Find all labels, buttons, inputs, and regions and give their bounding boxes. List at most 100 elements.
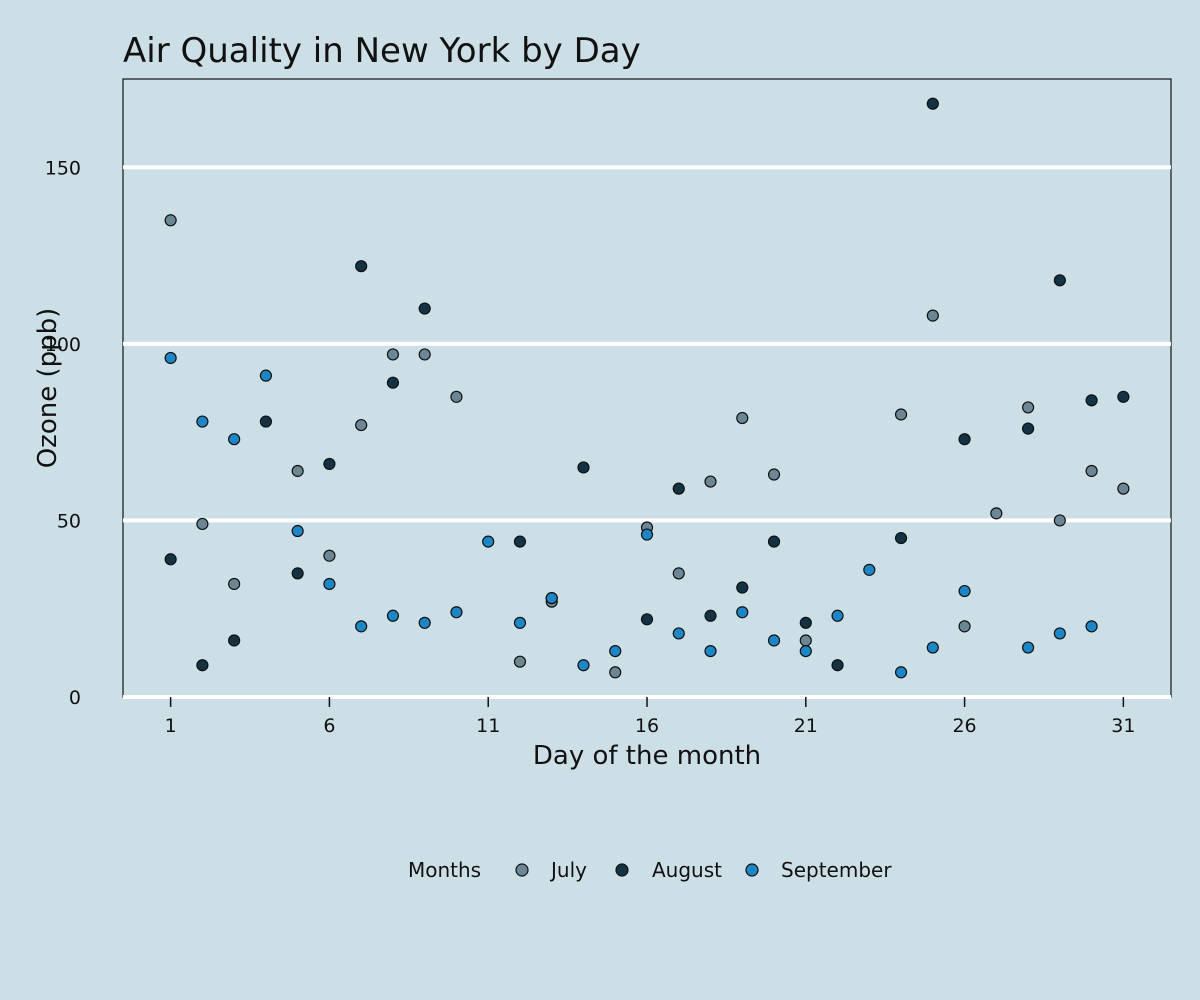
- data-point-august: [386, 376, 400, 389]
- series-august: [164, 97, 1130, 672]
- data-point-july: [926, 309, 939, 322]
- data-point-september: [1021, 641, 1035, 654]
- data-point-july: [323, 549, 336, 562]
- data-point-july: [386, 348, 400, 361]
- data-point-august: [1053, 274, 1066, 287]
- legend: Months July August September: [408, 858, 892, 882]
- data-point-september: [1085, 620, 1098, 633]
- data-point-august: [640, 613, 654, 626]
- data-point-september: [926, 641, 939, 654]
- y-tick-label: 50: [57, 510, 81, 532]
- x-tick-label: 16: [635, 715, 659, 737]
- data-point-september: [767, 634, 781, 647]
- data-point-august: [672, 482, 685, 495]
- legend-label-july: July: [549, 858, 587, 882]
- data-point-august: [577, 461, 590, 474]
- data-point-august: [736, 581, 749, 594]
- data-point-august: [894, 531, 908, 545]
- data-point-september: [259, 369, 273, 382]
- legend-title: Months: [408, 858, 481, 882]
- chart-title: Air Quality in New York by Day: [123, 31, 641, 71]
- x-axis-title: Day of the month: [533, 741, 761, 771]
- y-axis-ticks: 0 50 100 150: [45, 157, 81, 709]
- data-point-july: [228, 577, 241, 591]
- data-point-july: [1085, 464, 1098, 478]
- data-point-july: [894, 408, 908, 421]
- data-point-september: [323, 577, 336, 591]
- data-point-august: [831, 659, 844, 672]
- x-tick-label: 6: [323, 715, 335, 737]
- data-point-august: [513, 535, 527, 548]
- series-september: [164, 351, 1098, 679]
- plot-panel-border: [122, 78, 1172, 698]
- data-point-july: [767, 468, 781, 481]
- legend-key-august: [615, 863, 629, 877]
- x-tick-label: 26: [952, 715, 976, 737]
- data-point-september: [545, 592, 558, 605]
- data-point-september: [291, 524, 304, 538]
- data-point-august: [1085, 394, 1098, 407]
- data-point-july: [1117, 482, 1130, 495]
- legend-key-september: [745, 863, 759, 877]
- data-point-august: [291, 567, 304, 580]
- data-point-july: [704, 475, 717, 488]
- legend-label-september: September: [781, 858, 892, 882]
- data-point-july: [164, 214, 177, 227]
- data-point-september: [799, 644, 812, 658]
- data-point-july: [513, 655, 527, 668]
- data-point-august: [228, 634, 241, 647]
- data-point-july: [736, 411, 749, 425]
- data-points: [164, 97, 1130, 679]
- data-point-september: [736, 606, 749, 619]
- data-point-september: [640, 528, 654, 541]
- data-point-september: [863, 563, 876, 576]
- data-point-september: [958, 584, 971, 598]
- data-point-july: [291, 464, 304, 478]
- data-point-august: [958, 433, 971, 446]
- series-july: [164, 214, 1130, 679]
- legend-label-august: August: [652, 858, 722, 882]
- data-point-july: [1021, 401, 1035, 414]
- data-point-july: [990, 507, 1003, 520]
- data-point-july: [355, 418, 368, 432]
- data-point-september: [450, 606, 463, 619]
- x-tick-label: 1: [165, 715, 177, 737]
- data-point-july: [672, 567, 685, 580]
- data-point-august: [259, 415, 273, 428]
- data-point-july: [958, 620, 971, 633]
- x-axis-ticks: 1 6 11 16 21 26 31: [165, 697, 1135, 737]
- data-point-september: [418, 616, 431, 629]
- data-point-august: [767, 535, 781, 548]
- data-point-september: [355, 620, 368, 633]
- data-point-september: [482, 535, 495, 548]
- legend-key-july: [515, 863, 529, 877]
- y-tick-label: 0: [69, 687, 81, 709]
- data-point-september: [831, 609, 844, 622]
- data-point-july: [450, 390, 463, 403]
- x-tick-label: 21: [794, 715, 818, 737]
- data-point-september: [609, 644, 622, 658]
- data-point-august: [704, 609, 717, 622]
- data-point-july: [609, 666, 622, 679]
- data-point-july: [418, 348, 431, 361]
- data-point-august: [418, 302, 431, 315]
- data-point-july: [1053, 514, 1066, 527]
- data-point-september: [1053, 627, 1066, 640]
- x-tick-label: 31: [1111, 715, 1135, 737]
- data-point-september: [672, 627, 685, 640]
- x-tick-label: 11: [476, 715, 500, 737]
- data-point-august: [1117, 390, 1130, 403]
- data-point-september: [513, 616, 527, 629]
- data-point-september: [386, 609, 400, 622]
- data-point-september: [228, 433, 241, 446]
- y-tick-label: 150: [45, 157, 81, 179]
- data-point-august: [323, 457, 336, 471]
- data-point-september: [704, 644, 717, 658]
- y-axis-title: Ozone (ppb): [33, 308, 63, 469]
- data-point-august: [355, 260, 368, 273]
- data-point-september: [577, 659, 590, 672]
- data-point-july: [799, 634, 812, 647]
- data-point-august: [164, 553, 177, 566]
- y-tick-label: 100: [45, 334, 81, 356]
